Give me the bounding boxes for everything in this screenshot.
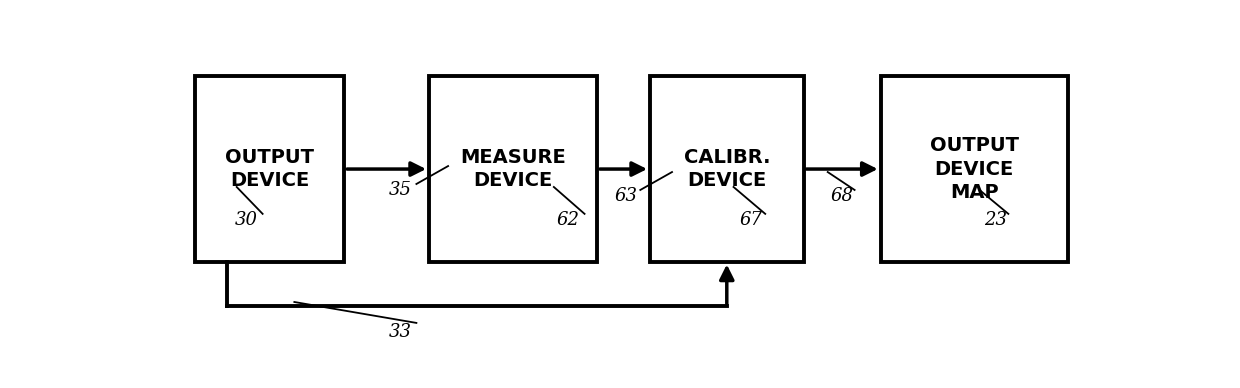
- Text: 62: 62: [557, 211, 580, 229]
- Text: OUTPUT
DEVICE
MAP: OUTPUT DEVICE MAP: [930, 136, 1019, 202]
- Text: 35: 35: [388, 181, 412, 199]
- Text: 63: 63: [614, 187, 637, 205]
- Text: CALIBR.
DEVICE: CALIBR. DEVICE: [683, 148, 770, 190]
- Text: 23: 23: [985, 211, 1007, 229]
- Text: 30: 30: [234, 211, 258, 229]
- Text: 67: 67: [739, 211, 763, 229]
- Bar: [880, 76, 1068, 262]
- Bar: [196, 76, 345, 262]
- Text: 68: 68: [831, 187, 853, 205]
- Bar: [429, 76, 596, 262]
- Bar: [650, 76, 804, 262]
- Text: 33: 33: [388, 323, 412, 341]
- Text: OUTPUT
DEVICE: OUTPUT DEVICE: [226, 148, 314, 190]
- Text: MEASURE
DEVICE: MEASURE DEVICE: [460, 148, 565, 190]
